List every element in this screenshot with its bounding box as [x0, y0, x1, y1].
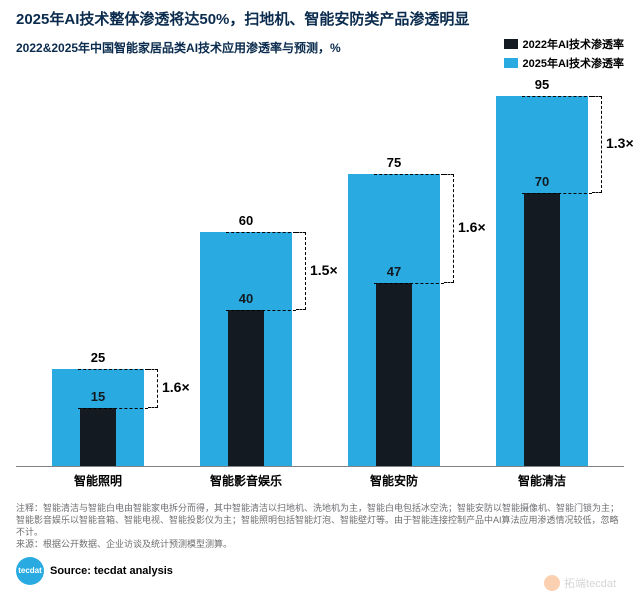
multiplier-label: 1.6× — [162, 379, 190, 395]
penetration-bar-chart: 25151.6×60401.5×75471.6×95701.3× 智能照明智能影… — [16, 76, 624, 494]
multiplier-label: 1.3× — [606, 135, 634, 151]
legend-label-2022: 2022年AI技术渗透率 — [523, 36, 624, 52]
plot-area: 25151.6×60401.5×75471.6×95701.3× — [16, 76, 624, 466]
legend-item-2022: 2022年AI技术渗透率 — [504, 36, 624, 52]
legend-label-2025: 2025年AI技术渗透率 — [523, 55, 624, 71]
x-tick-label: 智能照明 — [42, 472, 154, 489]
legend-swatch-2025 — [504, 58, 518, 68]
bar-2022 — [228, 310, 264, 466]
bar-2022 — [80, 408, 116, 467]
value-label-2025: 75 — [348, 155, 440, 170]
growth-bracket — [296, 232, 306, 310]
source-row: tecdat Source: tecdat analysis — [16, 557, 624, 585]
value-label-2025: 60 — [200, 213, 292, 228]
bar-2022 — [524, 193, 560, 466]
x-axis — [16, 466, 624, 467]
legend: 2022年AI技术渗透率 2025年AI技术渗透率 — [504, 36, 624, 74]
growth-bracket — [148, 369, 158, 408]
value-label-2022: 15 — [80, 389, 116, 404]
watermark-text: 拓端tecdat — [564, 575, 616, 591]
source-label: Source: tecdat analysis — [50, 565, 173, 577]
page-root: 2025年AI技术整体渗透将达50%，扫地机、智能安防类产品渗透明显 2022&… — [0, 0, 640, 615]
x-tick-label: 智能安防 — [338, 472, 450, 489]
value-label-2022: 70 — [524, 174, 560, 189]
legend-swatch-2022 — [504, 39, 518, 49]
value-label-2025: 25 — [52, 350, 144, 365]
multiplier-label: 1.5× — [310, 262, 338, 278]
footnote-line: 注释：智能清洁与智能白电由智能家电拆分而得，其中智能清洁以扫地机、洗地机为主，智… — [16, 502, 624, 538]
growth-bracket — [592, 96, 602, 194]
footnotes: 注释：智能清洁与智能白电由智能家电拆分而得，其中智能清洁以扫地机、洗地机为主，智… — [16, 502, 624, 551]
x-tick-label: 智能清洁 — [486, 472, 598, 489]
weibo-icon — [544, 575, 560, 591]
bar-2022 — [376, 283, 412, 466]
x-tick-label: 智能影音娱乐 — [190, 472, 302, 489]
value-label-2022: 40 — [228, 291, 264, 306]
footnote-line: 来源：根据公开数据、企业访谈及统计预测模型测算。 — [16, 538, 624, 550]
value-label-2025: 95 — [496, 77, 588, 92]
tecdat-badge-icon: tecdat — [16, 557, 44, 585]
legend-item-2025: 2025年AI技术渗透率 — [504, 55, 624, 71]
multiplier-label: 1.6× — [458, 219, 486, 235]
value-label-2022: 47 — [376, 264, 412, 279]
page-title: 2025年AI技术整体渗透将达50%，扫地机、智能安防类产品渗透明显 — [16, 8, 624, 29]
weibo-watermark: 拓端tecdat — [544, 575, 616, 591]
growth-bracket — [444, 174, 454, 283]
